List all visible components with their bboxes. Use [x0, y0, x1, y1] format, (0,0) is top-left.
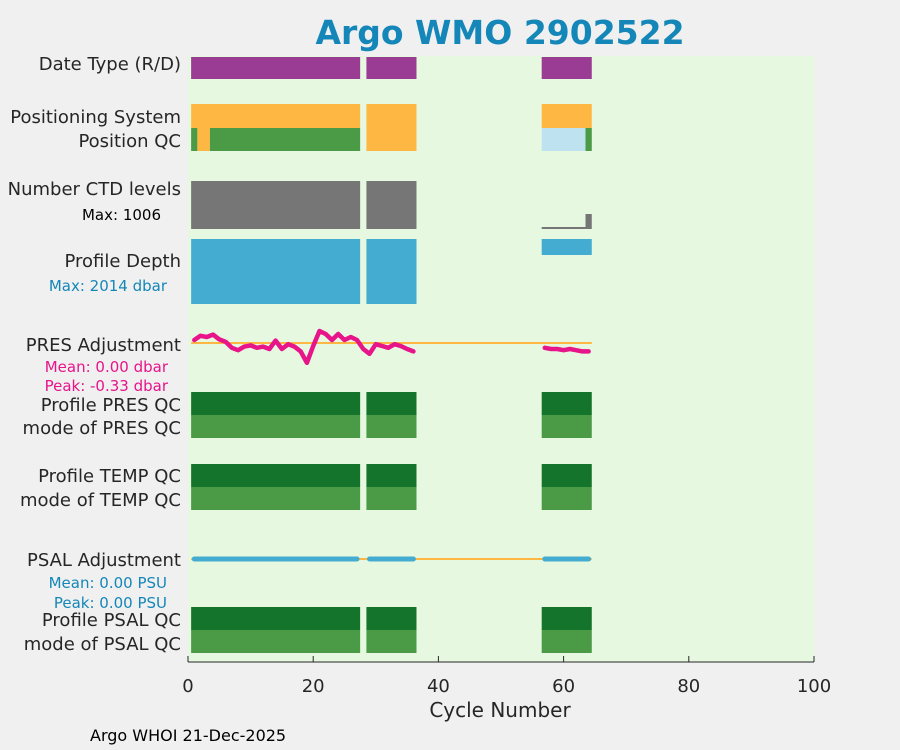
label-ctd-levels: Number CTD levels	[8, 179, 181, 200]
ctd-levels-bar-0	[191, 181, 361, 229]
position-qc-bar-5	[585, 128, 592, 151]
position-qc-bar-4	[541, 128, 586, 151]
profile_psal_qc-bar-1	[366, 607, 417, 630]
pres-adjustment-line-0	[192, 328, 416, 366]
mode_temp_qc-bar-2	[541, 487, 592, 510]
chart-marks	[191, 57, 592, 653]
ctd-levels-bar-1	[366, 181, 417, 229]
annotation-depth-max: Max: 2014 dbar	[49, 277, 168, 295]
date_type-bar-1	[366, 57, 417, 79]
label-mode-pres-qc: mode of PRES QC	[23, 418, 181, 439]
profile_pres_qc-bar-1	[366, 392, 417, 415]
position-qc-bar-2	[209, 128, 361, 151]
x-tick-label-80: 80	[677, 676, 700, 697]
chart-title: Argo WMO 2902522	[315, 13, 684, 52]
positioning_system-bar-0	[191, 104, 361, 128]
mode_pres_qc-bar-0	[191, 415, 361, 438]
mode_psal_qc-bar-1	[366, 630, 417, 653]
label-profile-pres-qc: Profile PRES QC	[41, 395, 181, 416]
position-qc-bar-1	[197, 128, 210, 151]
annotation-psal-peak: Peak: 0.00 PSU	[54, 594, 167, 612]
mode_temp_qc-bar-0	[191, 487, 361, 510]
label-positioning-system: Positioning System	[10, 107, 181, 128]
profile-depth-bar-1	[366, 239, 417, 304]
date_type-bar-2	[541, 57, 592, 79]
profile_psal_qc-bar-0	[191, 607, 361, 630]
mode_psal_qc-bar-0	[191, 630, 361, 653]
x-tick-label-20: 20	[302, 676, 325, 697]
ctd-levels-bar-2	[541, 227, 586, 229]
label-pres-adjustment: PRES Adjustment	[26, 335, 181, 356]
x-tick-label-100: 100	[797, 676, 831, 697]
label-position-qc: Position QC	[78, 131, 181, 152]
x-tick-label-0: 0	[182, 676, 193, 697]
label-mode-psal-qc: mode of PSAL QC	[24, 634, 181, 655]
profile_temp_qc-bar-1	[366, 464, 417, 487]
mode_temp_qc-bar-1	[366, 487, 417, 510]
positioning_system-bar-1	[366, 104, 417, 128]
x-axis-label: Cycle Number	[429, 698, 571, 722]
pres-adjustment-line-1	[542, 345, 591, 354]
position-qc-bar-3	[366, 128, 417, 151]
mode_pres_qc-bar-2	[541, 415, 592, 438]
annotation-ctd-max: Max: 1006	[82, 206, 161, 224]
ctd-levels-bar-3	[585, 214, 592, 229]
profile-depth-bar-0	[191, 239, 361, 304]
x-tick-label-60: 60	[552, 676, 575, 697]
annotation-psal-mean: Mean: 0.00 PSU	[49, 574, 167, 592]
label-profile-psal-qc: Profile PSAL QC	[42, 610, 181, 631]
profile_temp_qc-bar-0	[191, 464, 361, 487]
annotation-pres-peak: Peak: -0.33 dbar	[45, 377, 169, 395]
label-profile-temp-qc: Profile TEMP QC	[38, 466, 181, 487]
footer-credit: Argo WHOI 21-Dec-2025	[90, 726, 286, 745]
mode_pres_qc-bar-1	[366, 415, 417, 438]
label-date-type: Date Type (R/D)	[39, 54, 181, 75]
profile_temp_qc-bar-2	[541, 464, 592, 487]
positioning_system-bar-2	[541, 104, 592, 128]
label-mode-temp-qc: mode of TEMP QC	[20, 490, 181, 511]
label-psal-adjustment: PSAL Adjustment	[27, 550, 181, 571]
profile_psal_qc-bar-2	[541, 607, 592, 630]
mode_psal_qc-bar-2	[541, 630, 592, 653]
profile_pres_qc-bar-2	[541, 392, 592, 415]
x-tick-label-40: 40	[427, 676, 450, 697]
annotation-pres-mean: Mean: 0.00 dbar	[45, 358, 169, 376]
date_type-bar-0	[191, 57, 361, 79]
label-profile-depth: Profile Depth	[64, 251, 181, 272]
position-qc-bar-0	[191, 128, 198, 151]
profile_pres_qc-bar-0	[191, 392, 361, 415]
profile-depth-bar-2	[541, 239, 592, 255]
x-axis: 0 20 40 60 80 100	[182, 656, 831, 697]
